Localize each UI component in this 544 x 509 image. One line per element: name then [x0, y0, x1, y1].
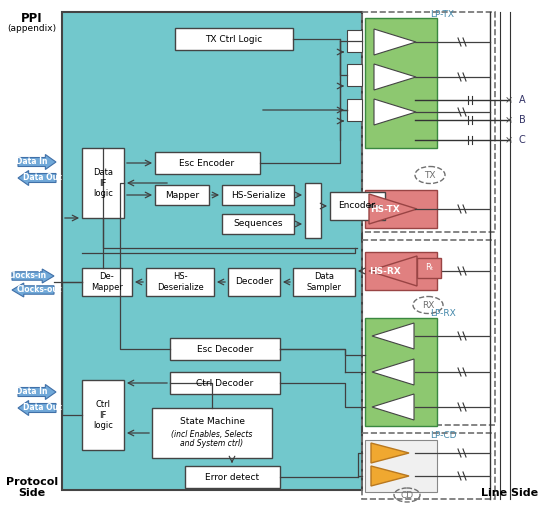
Text: (incl Enables, Selects: (incl Enables, Selects — [171, 431, 252, 439]
Bar — [62, 12, 362, 490]
Polygon shape — [374, 29, 416, 55]
Text: LP-TX: LP-TX — [430, 10, 454, 18]
Bar — [347, 30, 362, 52]
Text: Esc Decoder: Esc Decoder — [197, 345, 253, 353]
Bar — [305, 183, 321, 238]
Bar — [330, 192, 385, 220]
Bar — [362, 240, 495, 425]
Bar — [293, 268, 355, 296]
Bar — [82, 268, 132, 296]
Text: TX: TX — [424, 171, 436, 180]
Text: Data
Sampler: Data Sampler — [306, 272, 342, 292]
Text: Clocks-out: Clocks-out — [16, 286, 61, 295]
Polygon shape — [369, 256, 417, 286]
Polygon shape — [18, 171, 56, 185]
Bar — [347, 64, 362, 86]
Text: CD: CD — [400, 491, 413, 499]
Polygon shape — [18, 384, 56, 400]
Text: Esc Encoder: Esc Encoder — [180, 158, 234, 167]
Text: ⨯: ⨯ — [505, 95, 513, 105]
Text: C: C — [518, 135, 526, 145]
Bar — [365, 252, 437, 290]
Text: State Machine: State Machine — [180, 416, 244, 426]
Polygon shape — [18, 155, 56, 169]
Text: HS-Serialize: HS-Serialize — [231, 190, 285, 200]
Bar — [347, 99, 362, 121]
Polygon shape — [371, 466, 409, 486]
Bar — [170, 372, 280, 394]
Text: Line Side: Line Side — [481, 488, 539, 498]
Bar — [82, 380, 124, 450]
Polygon shape — [371, 443, 409, 463]
Text: HS-RX: HS-RX — [369, 267, 401, 275]
Bar — [362, 12, 495, 232]
Bar — [228, 268, 280, 296]
Text: Data In: Data In — [16, 387, 47, 397]
Text: Error detect: Error detect — [205, 472, 259, 482]
Polygon shape — [12, 269, 54, 283]
Polygon shape — [374, 64, 416, 90]
Polygon shape — [372, 323, 414, 349]
Bar — [222, 185, 294, 205]
Bar — [146, 268, 214, 296]
Text: ⨯: ⨯ — [505, 135, 513, 145]
Text: Mapper: Mapper — [165, 190, 199, 200]
Bar — [365, 190, 437, 228]
Text: Data Out: Data Out — [23, 174, 61, 183]
Bar — [170, 338, 280, 360]
Text: De-
Mapper: De- Mapper — [91, 272, 123, 292]
Text: Ctrl
IF
logic: Ctrl IF logic — [93, 400, 113, 430]
Polygon shape — [374, 99, 416, 125]
Bar — [222, 214, 294, 234]
Polygon shape — [12, 283, 54, 297]
Text: Rₜ: Rₜ — [425, 264, 433, 272]
Text: A: A — [518, 95, 526, 105]
Text: Data
IF
logic: Data IF logic — [93, 168, 113, 198]
Text: Side: Side — [18, 488, 46, 498]
Text: PPI: PPI — [21, 12, 43, 24]
Bar — [155, 152, 260, 174]
Text: Data In: Data In — [16, 157, 47, 166]
Text: Data Out: Data Out — [23, 404, 61, 412]
Text: HS-TX: HS-TX — [370, 205, 400, 213]
Polygon shape — [369, 194, 417, 224]
Text: TX Ctrl Logic: TX Ctrl Logic — [206, 35, 263, 43]
Bar — [152, 408, 272, 458]
Polygon shape — [372, 359, 414, 385]
Polygon shape — [18, 401, 56, 415]
Text: Sequences: Sequences — [233, 219, 283, 229]
Text: RX: RX — [422, 300, 434, 309]
Bar — [175, 28, 293, 50]
Text: ⨯: ⨯ — [505, 115, 513, 125]
Text: HS-
Deserialize: HS- Deserialize — [157, 272, 203, 292]
Polygon shape — [372, 394, 414, 420]
Text: Ctrl Decoder: Ctrl Decoder — [196, 379, 254, 387]
Bar — [365, 318, 437, 426]
Bar — [365, 18, 437, 148]
Text: B: B — [518, 115, 526, 125]
Bar — [185, 466, 280, 488]
Bar — [365, 440, 437, 492]
Text: Protocol: Protocol — [6, 477, 58, 487]
Text: and System ctrl): and System ctrl) — [181, 439, 244, 448]
Text: (appendix): (appendix) — [8, 23, 57, 33]
Bar — [417, 258, 441, 278]
Bar — [82, 148, 124, 218]
Text: LP-RX: LP-RX — [430, 309, 456, 319]
Text: Clocks-in: Clocks-in — [8, 271, 47, 280]
Bar — [155, 185, 209, 205]
Bar — [362, 433, 495, 499]
Text: LP-CD: LP-CD — [430, 432, 456, 440]
Text: Decoder: Decoder — [235, 277, 273, 287]
Text: Encoder: Encoder — [338, 202, 375, 211]
